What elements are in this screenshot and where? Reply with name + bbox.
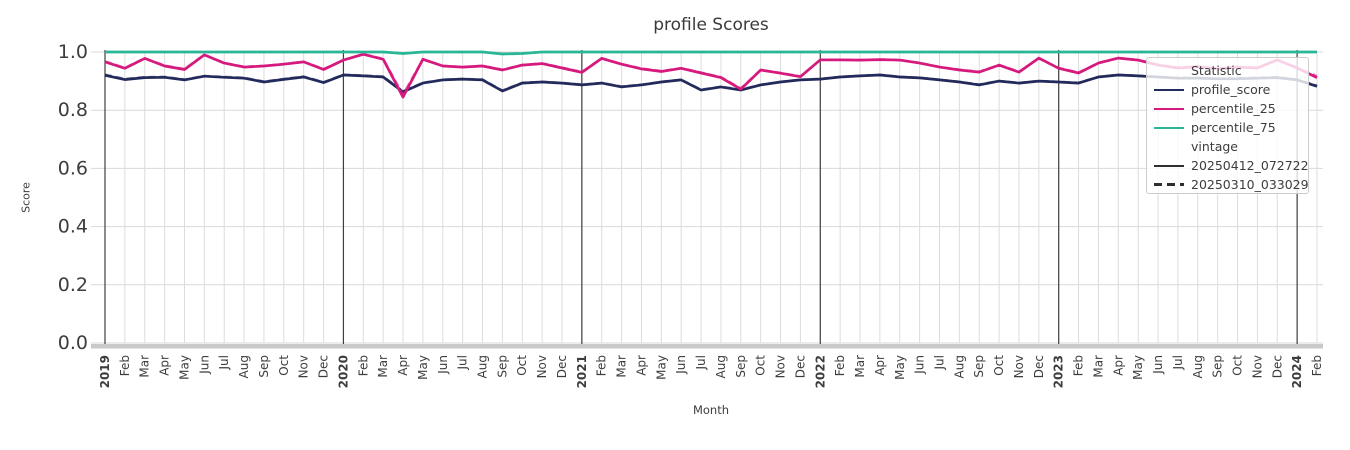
svg-text:Jul: Jul [456, 355, 470, 370]
svg-text:Apr: Apr [634, 355, 648, 376]
svg-text:Oct: Oct [1231, 355, 1245, 376]
svg-text:2022: 2022 [813, 355, 827, 388]
svg-text:0.8: 0.8 [58, 99, 88, 121]
svg-text:2021: 2021 [575, 355, 589, 388]
svg-text:Jun: Jun [1151, 355, 1165, 375]
svg-text:Jul: Jul [694, 355, 708, 370]
svg-text:Jul: Jul [932, 355, 946, 370]
svg-text:0.4: 0.4 [58, 216, 88, 238]
svg-text:Jun: Jun [197, 355, 211, 375]
svg-text:Sep: Sep [972, 355, 986, 378]
svg-text:Jun: Jun [436, 355, 450, 375]
svg-text:Feb: Feb [595, 355, 609, 376]
svg-text:0.6: 0.6 [58, 157, 88, 179]
chart-legend: Statistic profile_score percentile_25 pe… [1146, 57, 1309, 194]
svg-text:Oct: Oct [754, 355, 768, 376]
legend-item-percentile-25: percentile_25 [1147, 99, 1308, 118]
legend-group-vintage: vintage [1147, 137, 1308, 156]
svg-text:Dec: Dec [317, 355, 331, 378]
y-axis-label: Score [20, 182, 33, 213]
chart-title: profile Scores [653, 15, 769, 35]
svg-text:Oct: Oct [515, 355, 529, 376]
svg-text:Mar: Mar [853, 355, 867, 378]
svg-text:Apr: Apr [158, 355, 172, 376]
svg-text:Aug: Aug [952, 355, 966, 378]
svg-text:Feb: Feb [1072, 355, 1086, 376]
svg-text:Mar: Mar [615, 355, 629, 378]
svg-text:Dec: Dec [1032, 355, 1046, 378]
svg-text:Sep: Sep [257, 355, 271, 378]
svg-text:Oct: Oct [992, 355, 1006, 376]
legend-item-label: percentile_25 [1191, 101, 1276, 116]
svg-text:Sep: Sep [495, 355, 509, 378]
svg-text:Aug: Aug [1191, 355, 1205, 378]
dashed-line-swatch-icon [1154, 183, 1184, 186]
svg-text:Mar: Mar [1091, 355, 1105, 378]
svg-text:2020: 2020 [336, 355, 350, 388]
svg-text:Feb: Feb [118, 355, 132, 376]
legend-item-vintage-20250412: 20250412_072722 [1147, 156, 1309, 175]
svg-text:Aug: Aug [237, 355, 251, 378]
svg-text:Nov: Nov [1012, 355, 1026, 378]
percentile-75-line-swatch-icon [1154, 126, 1184, 129]
percentile-25-line-swatch-icon [1154, 107, 1184, 110]
solid-line-swatch-icon [1154, 164, 1184, 167]
svg-text:Jun: Jun [913, 355, 927, 375]
legend-item-label: 20250310_033029 [1191, 177, 1309, 192]
svg-text:Aug: Aug [476, 355, 490, 378]
svg-text:Aug: Aug [714, 355, 728, 378]
svg-text:0.2: 0.2 [58, 274, 88, 296]
svg-text:2023: 2023 [1052, 355, 1066, 388]
legend-item-percentile-75: percentile_75 [1147, 118, 1308, 137]
svg-text:May: May [654, 355, 668, 380]
svg-text:Dec: Dec [555, 355, 569, 378]
svg-text:Feb: Feb [356, 355, 370, 376]
legend-item-label: profile_score [1191, 82, 1271, 97]
svg-text:2024: 2024 [1290, 355, 1304, 388]
svg-text:Dec: Dec [793, 355, 807, 378]
svg-text:Nov: Nov [774, 355, 788, 378]
svg-text:Jul: Jul [1171, 355, 1185, 370]
legend-item-label: percentile_75 [1191, 120, 1276, 135]
svg-text:2019: 2019 [98, 355, 112, 388]
legend-item-label: 20250412_072722 [1191, 158, 1309, 173]
legend-item-vintage-20250310: 20250310_033029 [1147, 175, 1309, 194]
svg-text:Mar: Mar [138, 355, 152, 378]
svg-text:May: May [416, 355, 430, 380]
legend-group-label: vintage [1191, 139, 1238, 154]
svg-text:Feb: Feb [833, 355, 847, 376]
svg-text:Dec: Dec [1270, 355, 1284, 378]
svg-text:Mar: Mar [376, 355, 390, 378]
svg-text:Jul: Jul [217, 355, 231, 370]
svg-text:May: May [893, 355, 907, 380]
svg-text:0.0: 0.0 [58, 332, 88, 354]
svg-text:Sep: Sep [1211, 355, 1225, 378]
svg-text:Sep: Sep [734, 355, 748, 378]
svg-text:Apr: Apr [873, 355, 887, 376]
svg-text:Nov: Nov [535, 355, 549, 378]
svg-text:Jun: Jun [674, 355, 688, 375]
legend-title: Statistic [1191, 63, 1242, 78]
svg-text:Apr: Apr [396, 355, 410, 376]
svg-text:Nov: Nov [297, 355, 311, 378]
svg-text:Feb: Feb [1310, 355, 1324, 376]
legend-item-profile-score: profile_score [1147, 80, 1308, 99]
svg-text:Apr: Apr [1111, 355, 1125, 376]
svg-text:May: May [1131, 355, 1145, 380]
svg-text:Nov: Nov [1250, 355, 1264, 378]
svg-text:1.0: 1.0 [58, 41, 88, 63]
svg-text:May: May [177, 355, 191, 380]
x-axis-label: Month [693, 403, 729, 417]
svg-text:Oct: Oct [277, 355, 291, 376]
profile-score-line-swatch-icon [1154, 88, 1184, 91]
